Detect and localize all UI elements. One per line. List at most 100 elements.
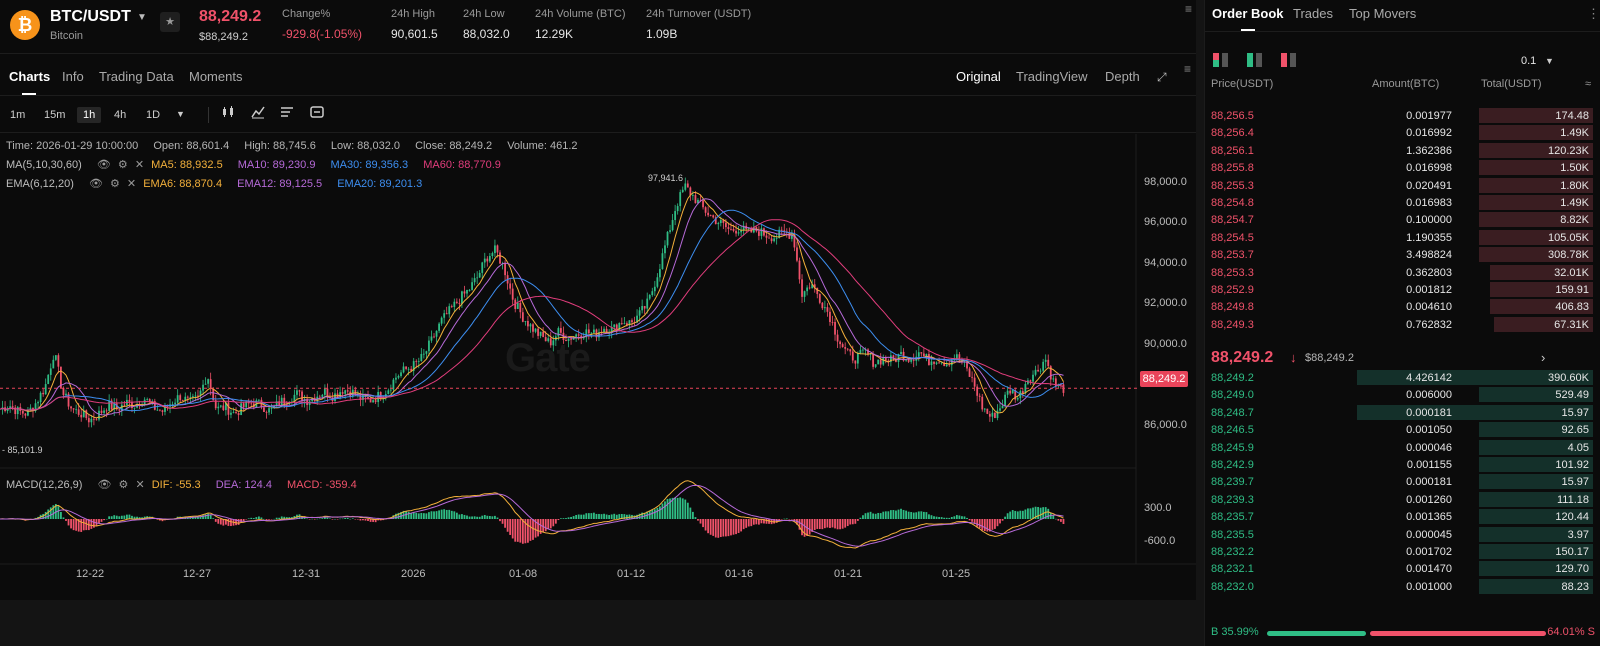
candle-body [37,402,39,404]
total-cell: 406.83 [1555,301,1589,314]
ask-row[interactable]: 88,254.8 0.016983 1.49K [1205,194,1600,211]
ask-row[interactable]: 88,255.8 0.016998 1.50K [1205,159,1600,176]
macd-bar [816,519,819,529]
bid-row[interactable]: 88,232.0 0.001000 88.23 [1205,578,1600,595]
fullscreen-icon[interactable]: ⤢ [1157,70,1167,84]
chevron-down-icon[interactable]: ▼ [137,12,147,23]
timeframe-15m[interactable]: 15m [44,109,66,121]
price-chart[interactable]: Gate Time: 2026-01-29 10:00:00 Open: 88,… [0,134,1196,600]
more-icon[interactable]: ≡ [1184,2,1192,16]
candle-body [1001,405,1004,409]
chevron-right-icon[interactable]: › [1541,350,1546,365]
tab-info[interactable]: Info [62,69,84,84]
candle-body [1060,384,1062,385]
ask-row[interactable]: 88,254.7 0.100000 8.82K [1205,211,1600,228]
ask-row[interactable]: 88,256.1 1.362386 120.23K [1205,142,1600,159]
ask-row[interactable]: 88,252.9 0.001812 159.91 [1205,281,1600,298]
amount-cell: 3.498824 [1406,249,1452,262]
bid-row[interactable]: 88,249.0 0.006000 529.49 [1205,386,1600,403]
tab-original[interactable]: Original [956,69,1001,84]
panel-resizer[interactable] [1196,0,1204,646]
settings-icon[interactable] [308,105,326,123]
timeframe-1m[interactable]: 1m [10,109,26,121]
gear-icon[interactable]: ⚙ [109,178,120,190]
tab-trades[interactable]: Trades [1293,6,1333,21]
macd-bar [727,519,730,537]
precision-select[interactable]: 0.1 [1521,55,1537,67]
tab-moments[interactable]: Moments [189,69,243,84]
candle-body [529,324,532,327]
candle-body [938,362,940,364]
eye-icon[interactable]: 👁 [97,479,112,491]
ask-row[interactable]: 88,253.7 3.498824 308.78K [1205,246,1600,263]
macd-bar [879,513,882,519]
bid-row[interactable]: 88,248.7 0.000181 15.97 [1205,404,1600,421]
pair-symbol[interactable]: BTC/USDT [50,8,131,25]
bid-row[interactable]: 88,235.7 0.001365 120.44 [1205,508,1600,525]
timeframe-1h[interactable]: 1h [77,107,102,123]
chart-canvas[interactable] [0,134,1196,600]
ask-row[interactable]: 88,255.3 0.020491 1.80K [1205,177,1600,194]
tab-order-book[interactable]: Order Book [1212,6,1284,21]
ask-row[interactable]: 88,256.5 0.001977 174.48 [1205,107,1600,124]
sort-icon[interactable]: ≈ [1585,78,1592,90]
ask-row[interactable]: 88,249.8 0.004610 406.83 [1205,298,1600,315]
ema-info: EMA(6,12,20) 👁 ⚙ ✕ EMA6: 88,870.4 EMA12:… [6,177,434,190]
bid-row[interactable]: 88,232.2 0.001702 150.17 [1205,543,1600,560]
eye-icon[interactable]: 👁 [96,159,111,171]
drawing-tools-icon[interactable] [278,105,296,123]
close-icon[interactable]: ✕ [134,159,145,171]
tab-charts[interactable]: Charts [9,69,51,84]
macd-bar [818,519,821,530]
macd-bar [742,519,745,530]
timeframe-1d[interactable]: 1D [146,109,161,121]
macd-bar [105,518,108,520]
candlestick-icon[interactable] [219,105,237,123]
candle-body [473,278,476,283]
tab-tradingview[interactable]: TradingView [1016,69,1088,84]
macd-bar [895,510,897,519]
view-both-icon[interactable] [1213,53,1231,67]
favorite-star-icon[interactable]: ★ [160,12,180,32]
candle-body [912,359,915,361]
ask-row[interactable]: 88,254.5 1.190355 105.05K [1205,229,1600,246]
bid-row[interactable]: 88,246.5 0.001050 92.65 [1205,421,1600,438]
bid-row[interactable]: 88,232.1 0.001470 129.70 [1205,560,1600,577]
close-icon[interactable]: ✕ [126,178,137,190]
bid-row[interactable]: 88,242.9 0.001155 101.92 [1205,456,1600,473]
gear-icon[interactable]: ⚙ [117,159,128,171]
eye-icon[interactable]: 👁 [88,178,103,190]
more-vertical-icon[interactable]: ⋮ [1587,6,1600,21]
candle-body [1047,359,1050,367]
price-cell: 88,246.5 [1211,424,1254,437]
chevron-down-icon[interactable]: ▼ [176,109,185,119]
timeframe-4h[interactable]: 4h [114,109,127,121]
ask-row[interactable]: 88,253.3 0.362803 32.01K [1205,264,1600,281]
close-icon[interactable]: ✕ [135,479,145,491]
gear-icon[interactable]: ⚙ [118,479,129,491]
chevron-down-icon[interactable]: ▼ [1545,56,1554,66]
tab-top-movers[interactable]: Top Movers [1349,6,1417,21]
price-cell: 88,245.9 [1211,441,1254,454]
macd-bar [194,516,197,519]
view-asks-icon[interactable] [1281,53,1299,67]
indicator-icon[interactable] [249,105,267,123]
candle-body [1049,366,1052,380]
ask-row[interactable]: 88,249.3 0.762832 67.31K [1205,316,1600,333]
x-tick: 12-22 [76,568,105,580]
view-bids-icon[interactable] [1247,53,1265,67]
tab-trading-data[interactable]: Trading Data [99,69,174,84]
candle-body [707,212,710,216]
amount-cell: 0.001000 [1406,580,1452,593]
candle-body [105,410,108,412]
ask-row[interactable]: 88,256.4 0.016992 1.49K [1205,124,1600,141]
tab-depth[interactable]: Depth [1105,69,1140,84]
bid-row[interactable]: 88,235.5 0.000045 3.97 [1205,526,1600,543]
bid-row[interactable]: 88,249.2 4.426142 390.60K [1205,369,1600,386]
bid-row[interactable]: 88,245.9 0.000046 4.05 [1205,439,1600,456]
macd-bar [425,513,428,519]
candle-body [146,399,149,400]
bid-row[interactable]: 88,239.3 0.001260 111.18 [1205,491,1600,508]
bid-row[interactable]: 88,239.7 0.000181 15.97 [1205,473,1600,490]
more-menu-icon[interactable]: ≡ [1184,62,1192,76]
